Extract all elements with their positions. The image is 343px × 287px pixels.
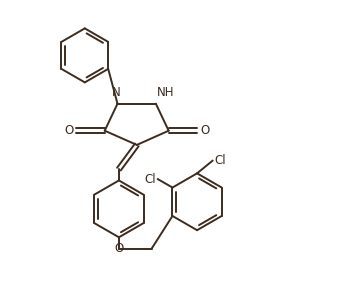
Text: O: O [114, 242, 123, 255]
Text: NH: NH [157, 86, 175, 99]
Text: O: O [200, 124, 209, 137]
Text: O: O [64, 124, 73, 137]
Text: N: N [112, 86, 120, 99]
Text: Cl: Cl [145, 172, 156, 185]
Text: Cl: Cl [214, 154, 226, 167]
